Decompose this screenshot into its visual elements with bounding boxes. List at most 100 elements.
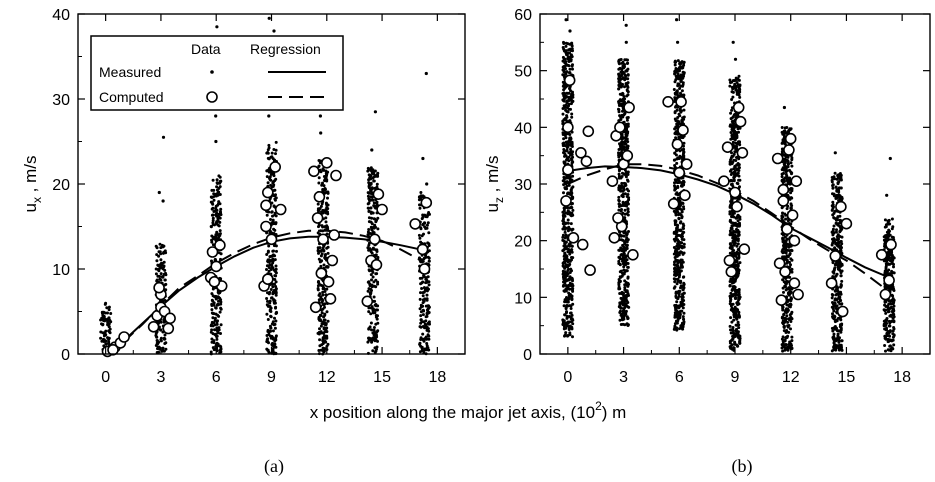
measured-point [736,219,740,223]
measured-point [322,341,325,345]
measured-point [679,286,682,290]
measured-point [274,280,278,284]
measured-point [730,128,734,132]
measured-point [272,188,276,192]
measured-point [561,59,565,63]
measured-point [426,333,430,337]
measured-point [830,293,834,296]
measured-point [730,98,734,101]
measured-point [565,279,569,283]
measured-point [568,176,572,180]
measured-point [735,147,739,151]
measured-point [562,183,566,187]
measured-point [617,202,621,206]
measured-point [562,94,566,98]
measured-point [674,192,678,196]
measured-point [618,98,622,102]
measured-point [737,232,741,236]
measured-point [219,302,223,306]
measured-point [832,267,836,271]
measured-point [569,53,573,57]
measured-point [421,313,425,317]
measured-point [676,69,680,73]
measured-point [735,323,739,327]
measured-point [782,153,786,157]
measured-point [369,206,373,210]
measured-point [562,265,566,269]
measured-point [780,179,784,183]
measured-point [107,305,111,309]
measured-point [269,178,273,182]
measured-point [622,268,626,272]
measured-point [836,332,840,336]
computed-point [261,273,274,286]
measured-point [738,336,742,340]
measured-point [320,311,324,315]
measured-point [210,320,214,324]
measured-point [561,322,565,326]
measured-point [617,107,620,111]
measured-point [678,269,682,273]
measured-point [790,164,794,168]
measured-point [676,181,680,185]
measured-point [892,343,896,347]
measured-point [216,217,220,221]
measured-point [266,318,270,321]
measured-point [316,248,320,252]
measured-point [617,119,621,123]
measured-point [832,194,836,198]
measured-point [322,327,326,331]
measured-point [420,320,424,324]
measured-point [735,315,739,319]
ylabel-subscript: x [30,197,44,203]
measured-point [673,239,677,243]
measured-point [838,298,842,302]
measured-point [562,327,566,331]
measured-point [623,78,627,82]
measured-outlier [214,114,218,118]
measured-point [563,261,567,265]
measured-point [732,310,736,314]
measured-point [565,70,569,74]
measured-point [782,290,785,294]
measured-point [617,80,621,84]
measured-point [274,334,278,338]
measured-point [780,250,784,253]
measured-point [838,323,842,327]
measured-point [839,175,843,179]
measured-point [617,255,621,259]
measured-point [273,228,277,232]
measured-point [319,254,323,258]
measured-point [562,304,566,308]
measured-point [735,244,739,248]
measured-point [619,58,623,61]
measured-point [369,321,373,325]
measured-point [564,41,568,45]
measured-point [419,291,422,295]
measured-outlier [675,18,679,22]
measured-point [316,280,320,284]
measured-point [317,225,320,229]
measured-point [160,243,164,247]
measured-point [620,208,623,211]
measured-point [213,209,217,213]
measured-point [213,328,216,332]
measured-point [783,142,787,145]
measured-point [325,191,329,194]
measured-point [162,265,166,269]
measured-point [780,130,784,134]
measured-point [570,250,574,254]
measured-point [274,196,278,200]
computed-point [107,343,119,356]
measured-point [367,191,371,195]
measured-point [617,279,621,283]
measured-point [219,332,222,335]
measured-point [729,316,733,320]
measured-point [733,340,737,344]
measured-point [107,308,111,312]
measured-point [569,102,573,106]
measured-point [788,182,792,186]
measured-point [676,84,680,88]
measured-point [266,340,270,344]
measured-point [219,323,223,327]
